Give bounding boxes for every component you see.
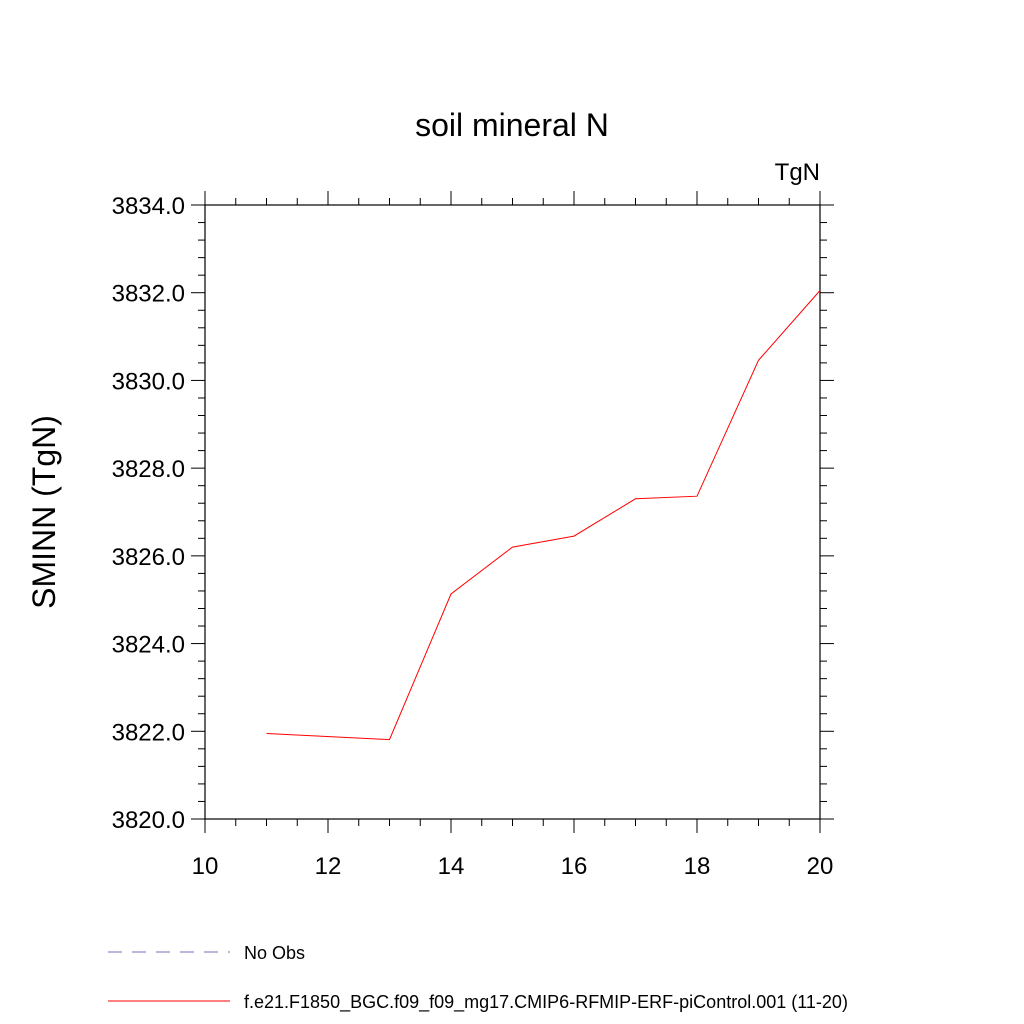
plot-frame (204, 204, 821, 820)
y-axis-tick-labels: 3820.0 3822.0 3824.0 3826.0 3828.0 3830.0 3832… (112, 193, 185, 834)
x-tick-label: 18 (684, 853, 711, 880)
x-axis-ticks (204, 191, 821, 833)
y-tick-label: 3826.0 (112, 544, 185, 571)
y-axis-ticks (191, 204, 834, 820)
y-tick-label: 3824.0 (112, 632, 185, 659)
legend: No Obs f.e21.F1850_BGC.f09_f09_mg17.CMIP6… (108, 943, 848, 1013)
chart-title: soil mineral N (415, 107, 609, 143)
series-layer (266, 290, 821, 741)
units-label: TgN (775, 159, 820, 186)
legend-entry-label: No Obs (244, 943, 305, 963)
y-axis-label: SMINN (TgN) (26, 415, 62, 609)
y-tick-label: 3830.0 (112, 368, 185, 395)
series-line (266, 290, 821, 741)
y-tick-label: 3834.0 (112, 193, 185, 220)
x-tick-label: 10 (192, 853, 219, 880)
x-tick-label: 16 (561, 853, 588, 880)
x-axis-tick-labels: 10 12 14 16 18 20 (192, 853, 834, 880)
x-tick-label: 20 (807, 853, 834, 880)
y-tick-label: 3822.0 (112, 719, 185, 746)
legend-entry-label: f.e21.F1850_BGC.f09_f09_mg17.CMIP6-RFMIP… (244, 992, 848, 1013)
y-tick-label: 3832.0 (112, 281, 185, 308)
y-tick-label: 3828.0 (112, 456, 185, 483)
x-tick-label: 12 (315, 853, 342, 880)
y-tick-label: 3820.0 (112, 807, 185, 834)
x-tick-label: 14 (438, 853, 465, 880)
